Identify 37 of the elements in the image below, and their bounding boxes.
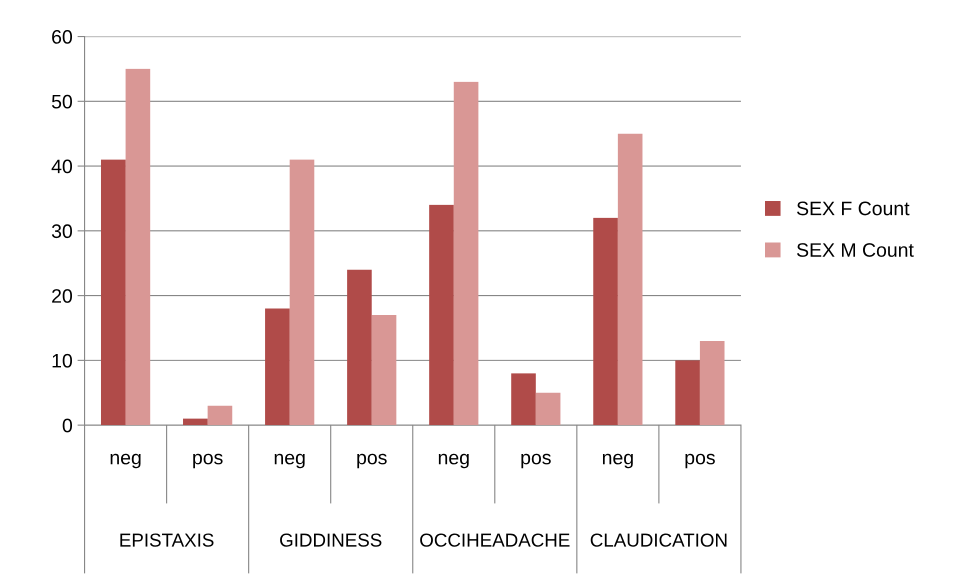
- x-tick-label: pos: [193, 454, 223, 468]
- text: OCCIHEADACHE: [420, 533, 570, 547]
- y-tick-label: 40: [52, 160, 72, 174]
- legend-label: SEX F Count: [796, 202, 910, 216]
- bar: [347, 270, 372, 426]
- bar: [265, 308, 290, 426]
- bar: [183, 418, 208, 426]
- bar: [536, 392, 560, 426]
- x-tick-label: neg: [438, 454, 469, 468]
- bar: [454, 82, 478, 426]
- x-tick-label: neg: [110, 454, 141, 468]
- bar: [593, 218, 618, 426]
- bar: [675, 360, 700, 426]
- bar: [700, 340, 725, 426]
- bar: [290, 160, 314, 426]
- bar: [429, 204, 454, 426]
- text: CLAUDICATION: [590, 533, 726, 547]
- y-tick-label: 20: [52, 289, 72, 303]
- x-tick-label: pos: [357, 454, 387, 468]
- y-tick-label: 0: [62, 418, 72, 432]
- y-tick-label: 30: [52, 224, 72, 238]
- bar: [100, 160, 126, 426]
- bar: [618, 134, 642, 426]
- bar: [208, 406, 232, 426]
- bar: [511, 373, 536, 426]
- x-tick-label: pos: [685, 454, 715, 468]
- y-tick-label: 50: [52, 94, 72, 109]
- y-tick-label: 10: [52, 354, 72, 368]
- bar: [372, 315, 396, 426]
- legend-label: SEX M Count: [796, 243, 914, 257]
- text: GIDDINESS: [280, 533, 382, 547]
- x-tick-label: pos: [521, 454, 551, 468]
- bar: [126, 68, 150, 426]
- text: EPISTAXIS: [120, 533, 214, 547]
- y-tick-label: 60: [52, 30, 72, 44]
- x-tick-label: neg: [602, 454, 633, 468]
- x-tick-label: neg: [274, 454, 305, 468]
